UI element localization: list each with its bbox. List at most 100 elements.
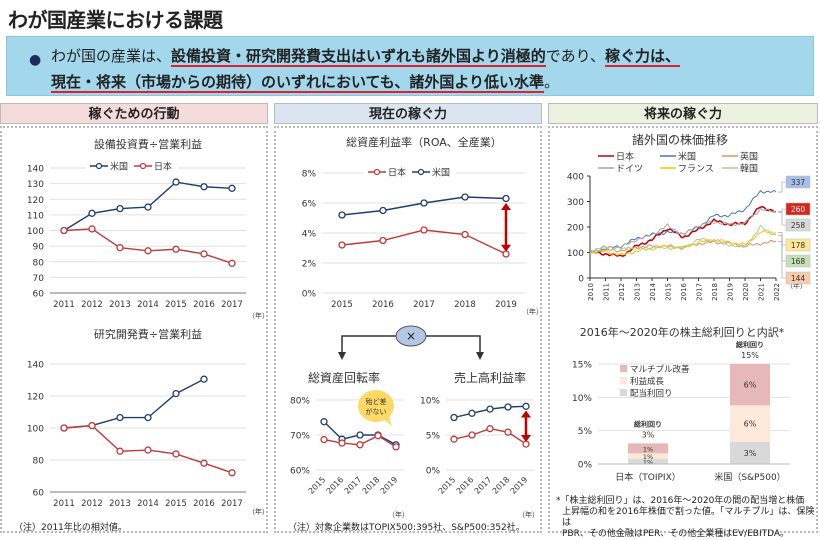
x-tick-label: 2011 [53, 499, 75, 509]
x-tick-label: 2013 [109, 499, 131, 509]
column-future: 将来の稼ぐ力 諸外国の株価推移 0 100 200 300 400 2010 2011 2012… [548, 103, 818, 539]
note-line: *「株主総利回り」は、2016年～2020年の間の配当増と株価 [556, 496, 805, 506]
end-label-box [785, 271, 811, 285]
y-tick-label: 60 [33, 489, 45, 499]
column-header: 稼ぐための行動 [0, 103, 268, 124]
total-value: 15% [741, 351, 759, 360]
label-leader [778, 234, 786, 262]
chart-title: 総資産回転率 [308, 370, 380, 385]
data-point [522, 402, 530, 410]
note-line: PBR、その他金融はPER、その他全業種はEV/EBITDA。 [562, 529, 790, 539]
y-tick-label: 8% [302, 170, 317, 180]
bar-segment [730, 442, 770, 464]
data-point [144, 247, 152, 255]
data-point [228, 469, 236, 477]
x-tick-label: 2011 [53, 300, 75, 310]
end-label: 144 [791, 274, 806, 283]
data-point [200, 183, 208, 191]
data-point [172, 245, 180, 253]
series-line-米国 [63, 378, 205, 429]
legend-label: 配当利回り [630, 388, 673, 399]
bullet-icon: ● [29, 52, 42, 68]
end-label: 258 [791, 221, 806, 230]
data-point [338, 211, 346, 219]
x-tick-label: 2017 [221, 499, 243, 509]
y-tick-label: 80 [33, 457, 45, 467]
bar-segment [730, 364, 770, 406]
data-point [172, 450, 180, 458]
summary-highlight: 現在・将来（市場からの期待）のいずれにおいても、諸外国より低い水準 [51, 73, 545, 93]
x-tick-label: 2015 [307, 475, 328, 496]
x-tick-label: 2020 [742, 283, 750, 301]
legend-label: 日本 [388, 167, 406, 179]
x-tick-label: 2018 [711, 283, 719, 301]
data-point [200, 250, 208, 258]
note: *「株主総利回り」は、2016年～2020年の間の配当増と株価 上昇幅の和を20… [556, 496, 816, 540]
end-label-box [785, 254, 811, 268]
end-label: 337 [791, 178, 806, 187]
arrow-head [501, 203, 511, 210]
x-tick-label: 2019 [509, 475, 530, 496]
arrow-head [521, 435, 531, 442]
data-point [60, 226, 68, 235]
y-tick-label: 100 [567, 249, 584, 259]
x-tick-label: 2016 [372, 300, 394, 310]
y-tick-label: 70 [33, 274, 45, 284]
data-point [88, 225, 96, 233]
x-tick-label: 2016 [193, 499, 215, 509]
x-tick-label: 2013 [634, 283, 642, 301]
legend-label: 米国 [678, 151, 696, 163]
y-tick-label: 100 [27, 425, 44, 435]
end-label-box [785, 175, 811, 189]
tsr-chart: 2016年～2020年の株主総利回りと内訳*0%5%10%15%1%1%1%総利… [572, 325, 790, 483]
bar-segment [628, 458, 668, 464]
bar-segment [628, 443, 668, 454]
data-point [504, 428, 512, 436]
x-tick-label: 2010 [587, 283, 595, 301]
data-point [338, 241, 346, 249]
y-tick-label: 140 [27, 165, 44, 175]
legend-marker [95, 162, 103, 170]
legend-swatch [620, 389, 627, 396]
chart-title: 2016年～2020年の株主総利回りと内訳* [580, 325, 785, 339]
note-line: 上昇幅の和を2016年株価で割った値。「マルチプル」は、保険は [562, 507, 815, 528]
x-tick-label: 2016 [680, 282, 688, 300]
legend-label: ドイツ [616, 165, 643, 175]
y-tick-label: 200 [567, 224, 584, 234]
label-leader [778, 208, 786, 212]
y-tick-label: 80% [290, 397, 310, 407]
data-point [144, 446, 152, 454]
total-label: 総利回り [736, 340, 764, 349]
x-tick-label: 2019 [495, 300, 517, 310]
year-unit: （年） [518, 510, 539, 519]
data-point [420, 226, 428, 234]
data-point [116, 447, 124, 455]
bar-segment [628, 453, 668, 459]
series-line-韓国 [589, 224, 777, 254]
capex-chart: 設備投資費÷営業利益 60 70 80 90 100 110 120 130 140 2011 201… [27, 137, 266, 320]
year-unit: （年） [522, 307, 540, 316]
x-tick-label: 2012 [81, 300, 103, 310]
y-tick-label: 0% [426, 467, 441, 477]
legend-label: フランス [678, 164, 714, 175]
y-tick-label: 120 [27, 393, 44, 403]
legend-label: 米国 [110, 161, 128, 173]
y-tick-label: 10% [420, 397, 440, 407]
x-tick-label: 2012 [81, 499, 103, 509]
column-action: 稼ぐための行動 設備投資費÷営業利益 60 70 80 90 100 110 120 130 14… [0, 103, 268, 533]
callout-text: 殆ど差 [366, 397, 387, 406]
x-tick-label: 2015 [331, 300, 353, 310]
x-tick-label: 2012 [618, 283, 626, 301]
data-point [88, 209, 96, 217]
x-tick-label: 2022 [773, 283, 781, 301]
data-point [450, 413, 458, 422]
column-body: 総資産利益率（ROA、全産業） 0% 2% 4% 6% 8% 2015 2016 2017 201… [274, 126, 542, 533]
x-tick-label: 2016 [193, 300, 215, 310]
y-tick-label: 5% [578, 427, 593, 437]
bar-label: 1% [643, 445, 653, 453]
y-tick-label: 15% [572, 361, 592, 371]
data-point [172, 389, 180, 398]
bar-label: 3% [744, 449, 757, 458]
